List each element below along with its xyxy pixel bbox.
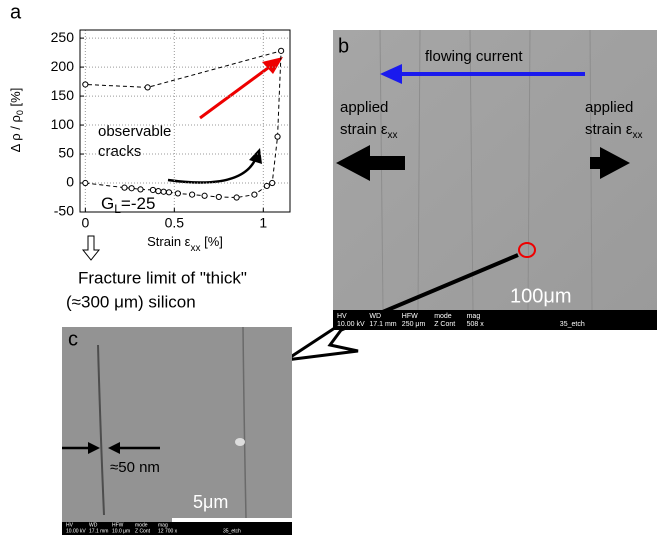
annotation: strain εxx	[585, 121, 643, 141]
data-point	[82, 179, 89, 187]
info-text: HV WD HFW mode mag 10.00 kV 17.1 mm 10.0 μm Z Co…	[66, 522, 241, 534]
crack	[97, 344, 105, 516]
sem-image-b	[333, 30, 657, 330]
chart-a: -50 0 50 100 150 200 250 0 0.5 1	[51, 29, 291, 231]
data-point	[144, 84, 151, 91]
gap-arrowhead	[108, 442, 120, 454]
red-arrowhead	[262, 57, 283, 74]
info-label: HV	[66, 522, 74, 528]
particle	[235, 438, 245, 446]
data-point	[137, 186, 144, 193]
data-point	[155, 188, 162, 195]
panel-label: a	[10, 1, 22, 23]
x-tick-label: 0.5	[165, 215, 185, 231]
data-point	[278, 47, 285, 54]
info-label: HV	[337, 313, 347, 320]
scale-bar	[172, 518, 292, 522]
info-label: HFW	[402, 313, 418, 320]
data-point	[149, 186, 157, 194]
annotation: GL=-25	[101, 194, 155, 216]
y-tick-label: -50	[54, 203, 74, 219]
info-text: HV WD HFW mode mag 10.00 kV 17.1 mm 250 μm Z Con…	[337, 313, 585, 328]
data-point	[274, 133, 281, 140]
annotation: ≈50 nm	[110, 459, 160, 476]
annotation: applied	[340, 99, 388, 116]
info-label: HFW	[112, 522, 124, 528]
x-label: Strain εxx [%]	[147, 234, 223, 253]
y-label: Δ ρ / ρ0 [%]	[8, 88, 25, 153]
axes-frame	[79, 29, 291, 213]
info-label: 12 700 x	[158, 528, 178, 534]
info-bar	[62, 522, 292, 535]
info-label: 17.1 mm	[89, 528, 108, 534]
y-tick-label: 0	[66, 174, 74, 190]
red-arrow	[199, 63, 273, 120]
curved-arrow	[167, 159, 257, 184]
data-point	[160, 188, 167, 195]
data-point	[269, 179, 276, 187]
info-label: 35_etch	[223, 528, 241, 534]
annotation: (≈300 μm) silicon	[66, 292, 196, 311]
data-point	[121, 184, 128, 191]
info-label: mag	[467, 313, 481, 320]
y-tick-label: 200	[51, 58, 75, 74]
info-label: 17.1 mm	[369, 321, 396, 328]
data-point	[189, 191, 196, 198]
y-tick-label: 50	[58, 145, 74, 161]
annotation: strain εxx	[340, 121, 398, 141]
down-arrow	[81, 235, 101, 261]
data-point	[174, 190, 181, 197]
data-point	[201, 192, 208, 199]
info-label: mag	[158, 522, 168, 528]
curved-arrowhead	[249, 148, 262, 164]
info-label: mode	[434, 313, 452, 320]
info-label: 10.00 kV	[337, 321, 365, 328]
scale-label: 100μm	[510, 285, 572, 307]
gap-arrowhead	[88, 442, 100, 454]
x-tick-label: 0	[81, 215, 89, 231]
y-tick-label: 100	[51, 116, 75, 132]
sem-image-c	[62, 327, 292, 522]
annotation: Fracture limit of "thick"	[78, 268, 247, 287]
info-label: mode	[135, 522, 148, 528]
info-label: 10.00 kV	[66, 528, 86, 534]
annotation: observable	[98, 123, 171, 140]
strain-arrow	[590, 147, 630, 179]
info-label: 10.0 μm	[112, 528, 130, 534]
info-label: 508 x	[467, 321, 485, 328]
highlight	[518, 242, 536, 258]
info-label: 35_etch	[560, 321, 585, 328]
data-point	[215, 193, 222, 201]
info-label: Z Cont	[135, 528, 151, 534]
data-point	[251, 191, 258, 198]
scale-label: 5μm	[193, 492, 228, 512]
data-point	[233, 194, 240, 201]
y-tick-label: 250	[51, 29, 75, 45]
annotation: applied	[585, 99, 633, 116]
panel-label: c	[68, 328, 78, 350]
panel-label: b	[338, 35, 349, 57]
data-point	[82, 81, 89, 88]
info-bar	[333, 310, 657, 330]
info-label: 250 μm	[402, 321, 426, 328]
info-label: Z Cont	[434, 321, 455, 328]
data-point	[165, 189, 173, 196]
current-arrowhead	[380, 64, 402, 84]
y-tick-label: 150	[51, 87, 75, 103]
info-label: WD	[369, 313, 381, 320]
annotation: cracks	[98, 143, 141, 160]
strain-arrow	[336, 145, 405, 181]
x-tick-label: 1	[259, 215, 267, 231]
crack	[242, 326, 247, 519]
info-label: WD	[89, 522, 98, 528]
annotation: flowing current	[425, 48, 523, 65]
data-point	[128, 185, 135, 192]
data-point	[263, 182, 270, 190]
